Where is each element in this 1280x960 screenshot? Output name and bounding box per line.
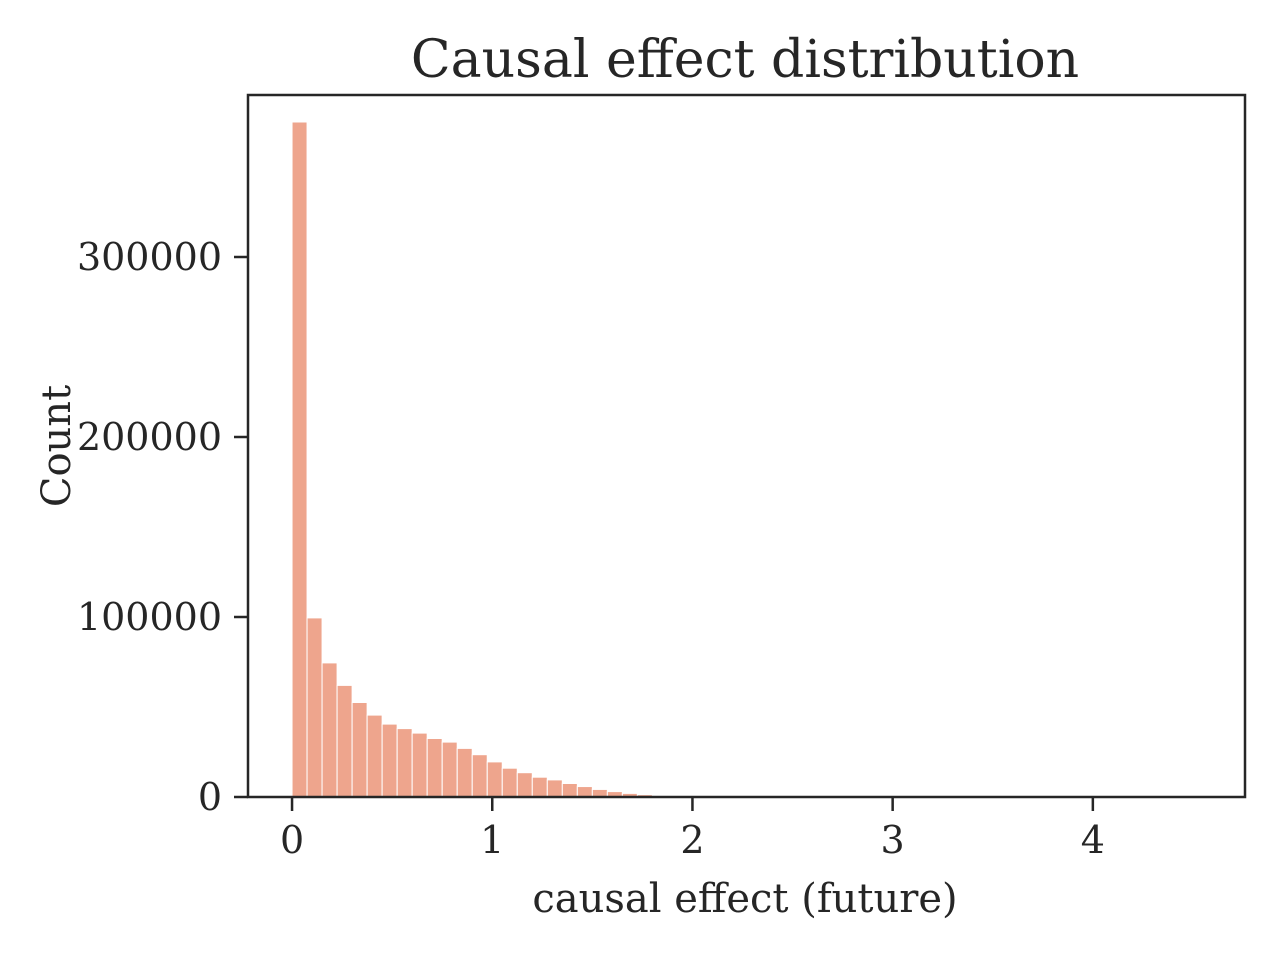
histogram-bar (411, 732, 428, 798)
y-tick-label: 200000 (77, 415, 222, 459)
histogram-bar (471, 754, 488, 798)
histogram-bar (426, 738, 443, 798)
histogram-bar (486, 761, 503, 798)
x-tick-label: 2 (680, 818, 704, 862)
y-tick-label: 0 (198, 775, 222, 819)
histogram-bar (576, 786, 593, 798)
histogram-bar (546, 779, 563, 798)
histogram-bar (396, 728, 413, 798)
x-axis-ticks: 0 1 2 3 4 (280, 797, 1105, 862)
histogram-bar (531, 776, 548, 798)
histogram-bar (291, 121, 308, 798)
y-axis-ticks: 0 100000 200000 300000 (77, 235, 248, 819)
histogram-bar (516, 772, 533, 798)
x-tick-label: 4 (1081, 818, 1105, 862)
histogram-bar (381, 723, 398, 798)
x-tick-label: 3 (881, 818, 905, 862)
y-tick-label: 300000 (77, 235, 222, 279)
histogram-bar (501, 767, 518, 798)
chart-title: Causal effect distribution (411, 30, 1079, 90)
histogram-bar (306, 617, 323, 798)
histogram-bar (321, 662, 338, 798)
y-tick-label: 100000 (77, 595, 222, 639)
histogram-bar (366, 714, 383, 798)
histogram-bar (336, 684, 353, 798)
x-tick-label: 0 (280, 818, 304, 862)
histogram-bar (456, 747, 473, 798)
x-axis-label: causal effect (future) (532, 876, 957, 922)
histogram-bar (441, 741, 458, 798)
plot-frame (246, 93, 1247, 799)
x-tick-label: 1 (480, 818, 504, 862)
histogram-bar (561, 783, 578, 798)
histogram-bars (291, 121, 698, 798)
histogram-bar (351, 702, 368, 798)
y-axis-label: Count (34, 385, 80, 507)
